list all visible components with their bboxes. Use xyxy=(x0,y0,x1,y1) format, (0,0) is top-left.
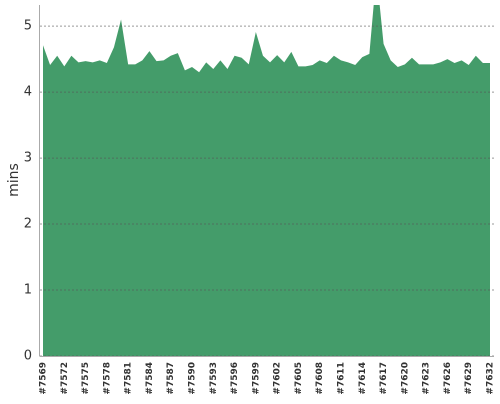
x-tick-label: #7584 xyxy=(145,362,155,395)
y-axis-label: mins xyxy=(6,163,22,197)
y-tick-label: 1 xyxy=(24,283,32,298)
x-tick-label: #7623 xyxy=(422,362,432,395)
x-tick-label: #7587 xyxy=(166,362,176,395)
x-tick-label: #7569 xyxy=(39,362,49,395)
x-tick-label: #7596 xyxy=(230,362,240,395)
area xyxy=(43,5,490,356)
x-tick-label: #7629 xyxy=(464,362,474,395)
x-tick-label: #7599 xyxy=(251,362,261,395)
x-tick-label: #7575 xyxy=(81,362,91,395)
x-tick-label: #7572 xyxy=(60,362,70,395)
x-tick-label: #7626 xyxy=(443,362,453,395)
x-tick-label: #7614 xyxy=(358,362,368,395)
x-tick-label: #7593 xyxy=(209,362,219,395)
y-tick-label: 4 xyxy=(24,85,32,100)
x-tick-label: #7608 xyxy=(315,362,325,395)
y-tick-label: 3 xyxy=(24,151,32,166)
x-tick-label: #7581 xyxy=(124,362,134,395)
x-tick-label: #7620 xyxy=(400,362,410,395)
plot-area xyxy=(43,5,490,356)
x-tick-label: #7632 xyxy=(486,362,496,395)
x-tick-label: #7617 xyxy=(379,362,389,395)
x-tick-label: #7578 xyxy=(102,362,112,395)
y-tick-label: 5 xyxy=(24,19,32,34)
x-tick-label: #7605 xyxy=(294,362,304,395)
y-tick-label: 2 xyxy=(24,217,32,232)
y-tick-label: 0 xyxy=(24,349,32,364)
x-tick-label: #7590 xyxy=(188,362,198,395)
x-tick-label: #7611 xyxy=(337,362,347,395)
x-tick-label: #7602 xyxy=(273,362,283,395)
